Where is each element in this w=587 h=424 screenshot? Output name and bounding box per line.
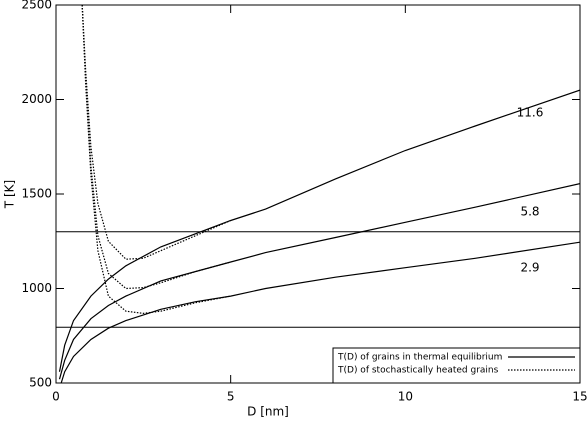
x-axis-label: D [nm] <box>247 405 289 419</box>
series-line <box>81 5 231 260</box>
x-tick-label: 5 <box>227 390 235 404</box>
series-line <box>58 89 580 372</box>
y-tick-label: 2000 <box>21 92 52 106</box>
y-tick-label: 2500 <box>21 0 52 12</box>
x-tick-label: 15 <box>572 390 587 404</box>
y-tick-label: 1000 <box>21 281 52 295</box>
plot-frame <box>55 4 581 384</box>
y-tick-label: 500 <box>29 376 52 390</box>
series-line <box>81 5 231 315</box>
plot-area <box>56 5 580 383</box>
legend-label: T(D) of stochastically heated grains <box>337 366 499 376</box>
legend-box <box>332 347 581 384</box>
legend-label: T(D) of grains in thermal equilibrium <box>337 353 502 363</box>
y-axis-label: T [K] <box>3 180 17 209</box>
curve-label: 5.8 <box>520 205 539 219</box>
x-tick-label: 0 <box>52 390 60 404</box>
curve-label: 2.9 <box>520 261 539 275</box>
curve-label: 11.6 <box>517 106 544 120</box>
y-tick-label: 1500 <box>21 187 52 201</box>
series-line <box>60 241 580 383</box>
series-line <box>58 183 580 380</box>
series-line <box>81 5 231 290</box>
x-tick-label: 10 <box>398 390 413 404</box>
